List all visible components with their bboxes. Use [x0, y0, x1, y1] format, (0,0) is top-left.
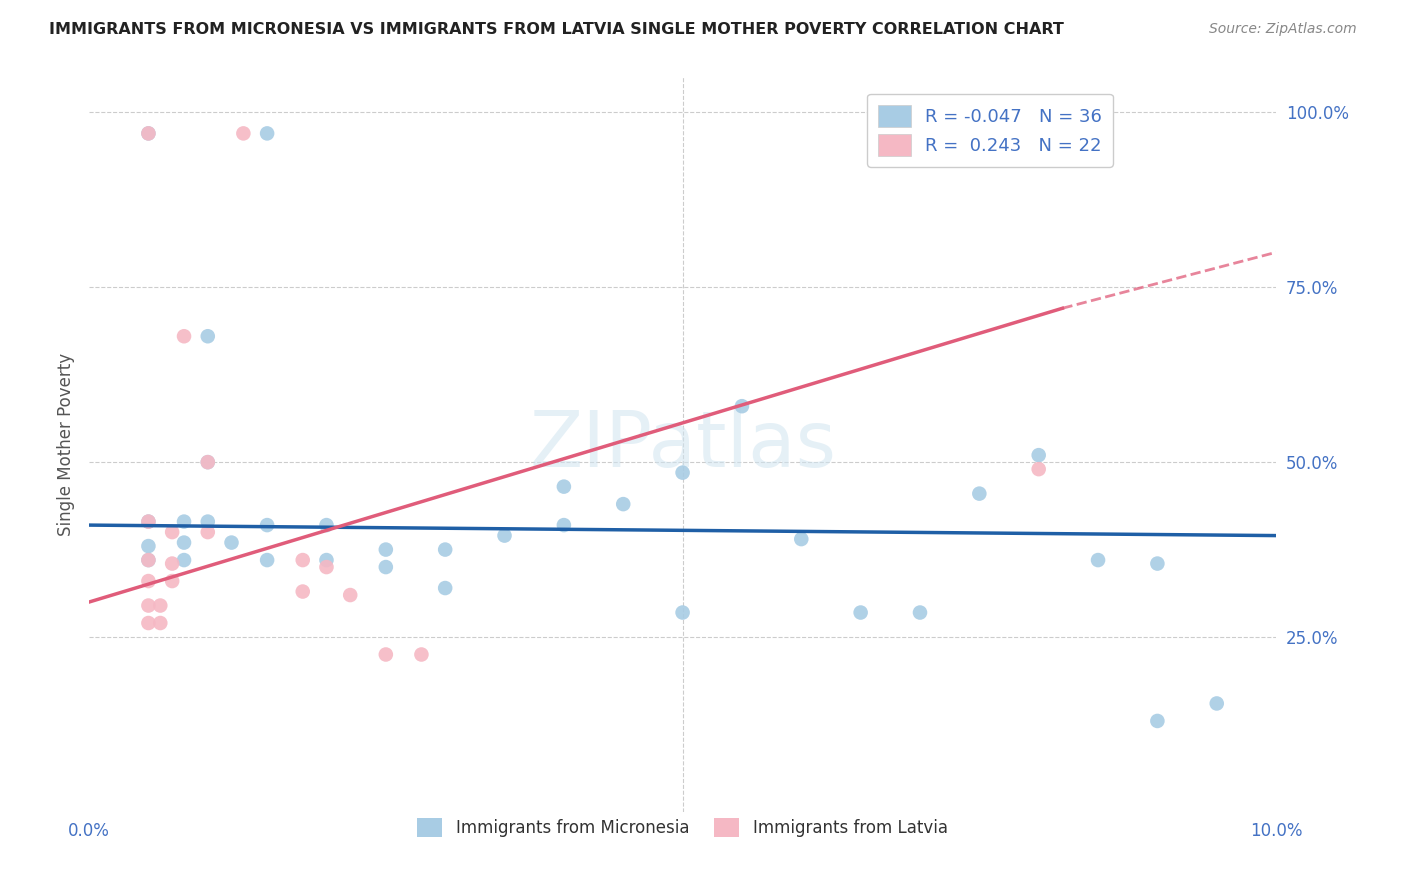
Point: [731, 399, 754, 413]
Point: [197, 455, 219, 469]
Point: [291, 553, 314, 567]
Point: [173, 535, 195, 549]
Text: ZIPatlas: ZIPatlas: [529, 407, 837, 483]
Point: [256, 553, 278, 567]
Point: [1028, 462, 1050, 476]
Point: [790, 532, 813, 546]
Point: [1146, 714, 1168, 728]
Point: [374, 542, 396, 557]
Point: [138, 539, 160, 553]
Point: [160, 525, 183, 540]
Point: [221, 535, 243, 549]
Point: [138, 574, 160, 588]
Point: [1146, 557, 1168, 571]
Point: [138, 515, 160, 529]
Text: Source: ZipAtlas.com: Source: ZipAtlas.com: [1209, 22, 1357, 37]
Point: [138, 553, 160, 567]
Point: [138, 615, 160, 630]
Point: [138, 553, 160, 567]
Point: [173, 553, 195, 567]
Point: [671, 466, 693, 480]
Point: [315, 518, 337, 533]
Point: [494, 528, 516, 542]
Point: [232, 127, 254, 141]
Point: [849, 606, 872, 620]
Point: [173, 329, 195, 343]
Point: [1028, 448, 1050, 462]
Point: [908, 606, 931, 620]
Point: [149, 599, 172, 613]
Point: [374, 560, 396, 574]
Text: IMMIGRANTS FROM MICRONESIA VS IMMIGRANTS FROM LATVIA SINGLE MOTHER POVERTY CORRE: IMMIGRANTS FROM MICRONESIA VS IMMIGRANTS…: [49, 22, 1064, 37]
Point: [411, 648, 433, 662]
Point: [969, 486, 991, 500]
Point: [149, 615, 172, 630]
Point: [553, 480, 575, 494]
Point: [197, 525, 219, 540]
Legend: Immigrants from Micronesia, Immigrants from Latvia: Immigrants from Micronesia, Immigrants f…: [411, 812, 955, 844]
Point: [160, 574, 183, 588]
Point: [197, 329, 219, 343]
Point: [315, 560, 337, 574]
Point: [138, 127, 160, 141]
Point: [434, 542, 457, 557]
Point: [256, 127, 278, 141]
Point: [553, 518, 575, 533]
Point: [374, 648, 396, 662]
Point: [138, 599, 160, 613]
Point: [1087, 553, 1109, 567]
Point: [256, 518, 278, 533]
Y-axis label: Single Mother Poverty: Single Mother Poverty: [58, 353, 75, 536]
Point: [434, 581, 457, 595]
Point: [339, 588, 361, 602]
Point: [291, 584, 314, 599]
Point: [315, 553, 337, 567]
Point: [671, 606, 693, 620]
Point: [197, 455, 219, 469]
Point: [138, 515, 160, 529]
Point: [1205, 697, 1227, 711]
Point: [173, 515, 195, 529]
Point: [197, 515, 219, 529]
Point: [138, 127, 160, 141]
Point: [160, 557, 183, 571]
Point: [612, 497, 634, 511]
